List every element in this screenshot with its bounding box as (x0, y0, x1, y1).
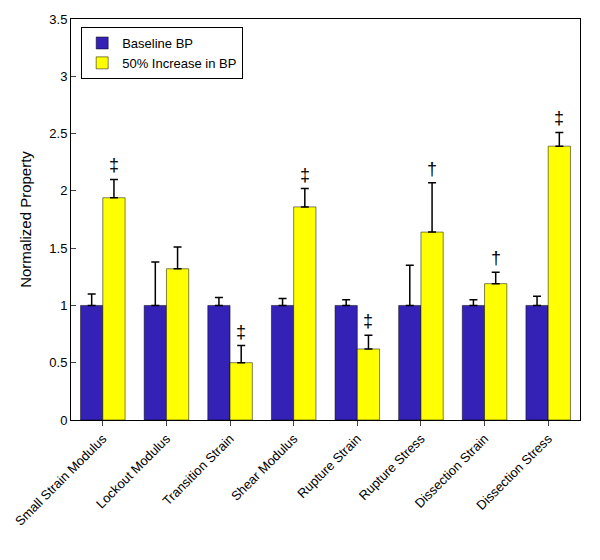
svg-text:†: † (427, 159, 437, 179)
svg-text:50% Increase in BP: 50% Increase in BP (122, 56, 236, 71)
svg-text:Dissection Stress: Dissection Stress (473, 431, 555, 513)
svg-text:Lockout Modulus: Lockout Modulus (93, 431, 173, 511)
svg-text:Baseline BP: Baseline BP (122, 36, 193, 51)
svg-text:†: † (491, 248, 501, 268)
svg-text:‡: ‡ (236, 322, 246, 342)
svg-text:‡: ‡ (363, 311, 373, 331)
svg-text:Dissection Strain: Dissection Strain (412, 431, 492, 511)
svg-text:0: 0 (60, 413, 67, 428)
svg-text:0.5: 0.5 (49, 355, 67, 370)
svg-text:3.5: 3.5 (49, 12, 67, 27)
svg-text:Normalized Property: Normalized Property (17, 151, 34, 288)
svg-text:‡: ‡ (109, 155, 119, 175)
svg-text:Small Strain Modulus: Small Strain Modulus (12, 431, 110, 529)
svg-text:‡: ‡ (300, 165, 310, 185)
svg-text:1: 1 (60, 298, 67, 313)
svg-text:3: 3 (60, 69, 67, 84)
svg-text:2: 2 (60, 183, 67, 198)
svg-text:Shear Modulus: Shear Modulus (228, 431, 301, 504)
svg-text:Rupture Stress: Rupture Stress (356, 431, 428, 503)
svg-text:‡: ‡ (554, 108, 564, 128)
svg-text:Transition Strain: Transition Strain (160, 431, 237, 508)
svg-text:1.5: 1.5 (49, 241, 67, 256)
svg-text:Rupture Strain: Rupture Strain (294, 431, 364, 501)
svg-text:2.5: 2.5 (49, 126, 67, 141)
